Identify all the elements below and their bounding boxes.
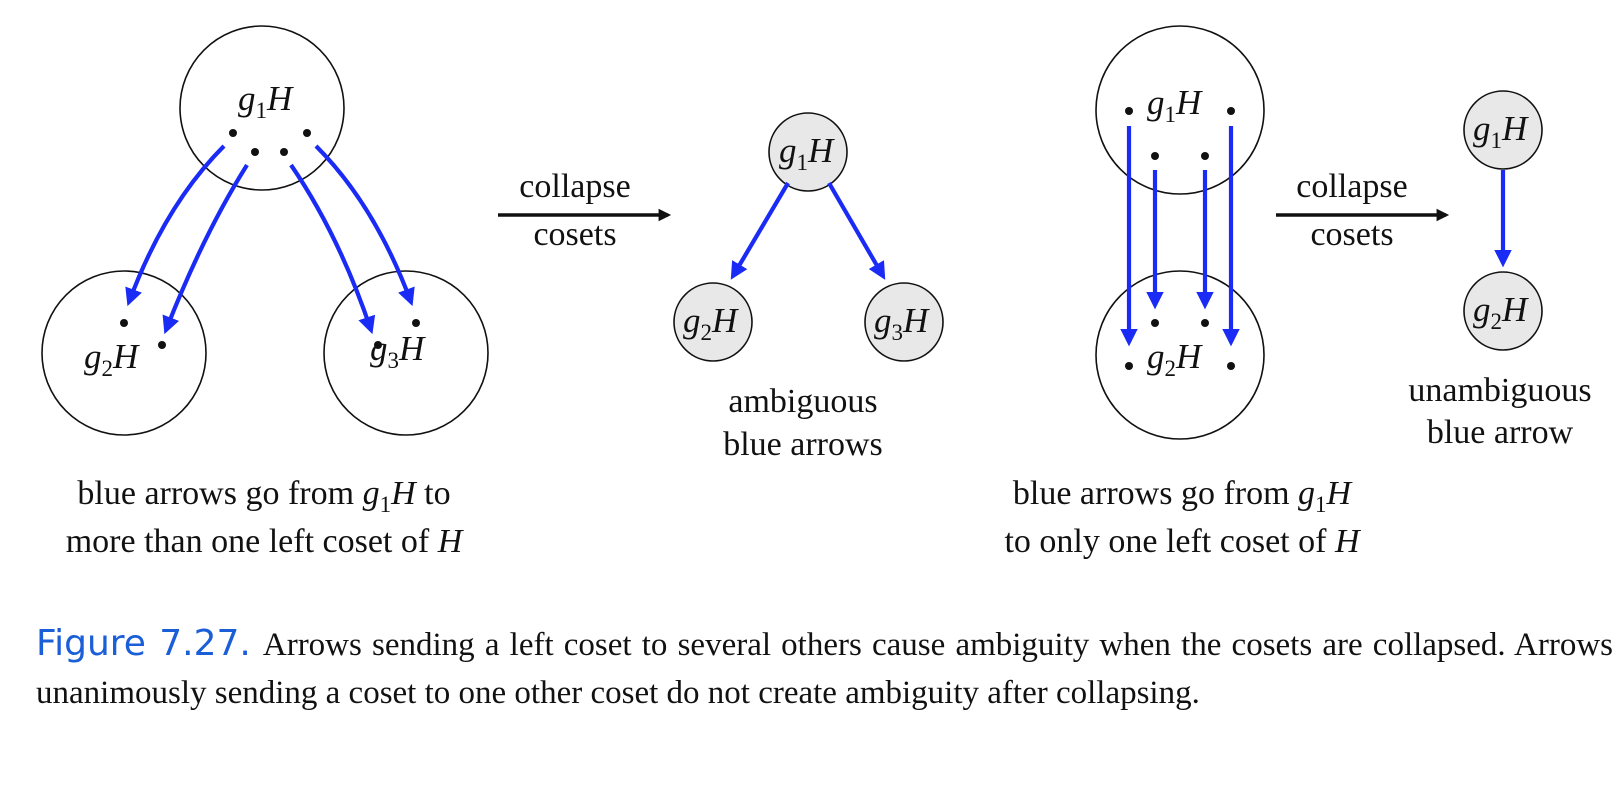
unambiguous-label-line2: blue arrow — [1427, 414, 1574, 451]
coset-label-g2h: g2H — [84, 337, 140, 381]
caption-multiple-line1: blue arrows go from g1H to — [77, 475, 450, 517]
collapse-label-line1: collapse — [519, 168, 630, 205]
node-g2h — [673, 282, 753, 362]
element-dot — [229, 129, 237, 137]
element-dot — [1201, 152, 1209, 160]
element-dot — [1227, 362, 1235, 370]
element-dot — [158, 341, 166, 349]
collapse-label-line2: cosets — [533, 216, 616, 253]
element-dot — [1227, 107, 1235, 115]
coset-circle-g2h — [41, 270, 207, 436]
element-dot — [1201, 319, 1209, 327]
coset-circle-g1h — [1095, 25, 1265, 195]
panel-single-coset: g1H g2H — [1095, 25, 1265, 440]
collapse-label-line2: cosets — [1310, 216, 1393, 253]
figure-number: Figure 7.27. — [36, 623, 251, 664]
coset-label-g2h: g2H — [1147, 337, 1203, 381]
ambiguous-label-line2: blue arrows — [723, 426, 883, 463]
element-dot — [1125, 107, 1133, 115]
collapse-arrow-1: collapse cosets — [498, 168, 672, 253]
element-dot — [1125, 362, 1133, 370]
blue-arrow — [314, 144, 415, 307]
element-dots — [120, 129, 420, 349]
panel-ambiguous: g1H g2H g3H ambiguous blue arrows — [673, 112, 944, 463]
collapse-label-line1: collapse — [1296, 168, 1407, 205]
caption-multiple-line2: more than one left coset of H — [66, 523, 465, 560]
node-label-g2h: g2H — [1473, 290, 1529, 334]
node-label-g3h: g3H — [874, 301, 930, 345]
blue-arrow — [827, 181, 886, 280]
coset-circle-g1h — [179, 25, 345, 191]
coset-label-g3h: g3H — [370, 329, 426, 373]
coset-label-g1h: g1H — [238, 79, 294, 123]
element-dot — [303, 129, 311, 137]
figure-caption: Figure 7.27. Arrows sending a left coset … — [36, 620, 1613, 717]
figure-caption-text: Arrows sending a left coset to several o… — [36, 627, 1613, 711]
coset-label-g1h: g1H — [1147, 83, 1203, 127]
ambiguous-label-line1: ambiguous — [728, 383, 877, 420]
element-dot — [374, 341, 382, 349]
element-dot — [280, 148, 288, 156]
node-label-g1h: g1H — [779, 131, 835, 175]
element-dot — [1151, 152, 1159, 160]
node-label-g2h: g2H — [683, 301, 739, 345]
node-g2h — [1463, 271, 1543, 351]
element-dot — [251, 148, 259, 156]
blue-arrow — [125, 144, 226, 307]
collapse-arrow-2: collapse cosets — [1276, 168, 1450, 253]
node-g1h — [768, 112, 848, 192]
caption-single-line2: to only one left coset of H — [1004, 523, 1361, 560]
blue-arrow — [162, 163, 249, 335]
panel-unambiguous: g1H g2H unambiguous blue arrow — [1408, 90, 1592, 451]
panel-multiple-cosets: g1H g2H g3H — [41, 25, 489, 436]
element-dot — [1151, 319, 1159, 327]
caption-single-line1: blue arrows go from g1H — [1013, 475, 1354, 517]
unambiguous-label-line1: unambiguous — [1408, 372, 1591, 409]
node-g1h — [1463, 90, 1543, 170]
element-dot — [120, 319, 128, 327]
blue-arrow — [289, 163, 376, 335]
coset-circle-g3h — [323, 270, 489, 436]
node-label-g1h: g1H — [1473, 109, 1529, 153]
blue-arrow — [730, 181, 790, 280]
element-dots — [1125, 107, 1235, 370]
node-g3h — [864, 282, 944, 362]
element-dot — [412, 319, 420, 327]
coset-circle-g2h — [1095, 270, 1265, 440]
